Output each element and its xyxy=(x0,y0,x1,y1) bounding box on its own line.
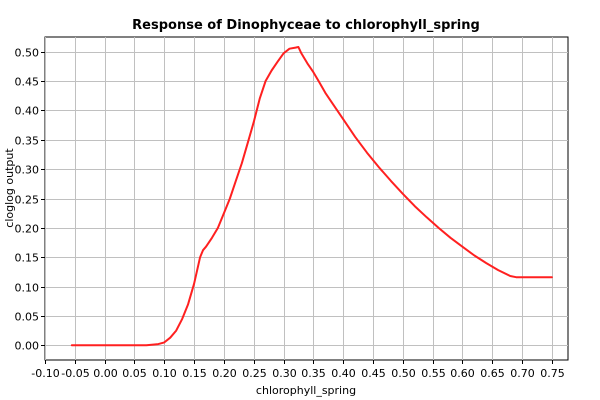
y-axis-label: cloglog output xyxy=(3,148,16,228)
y-tick-label: 0.45 xyxy=(15,76,40,89)
x-tick-label: 0.05 xyxy=(122,367,147,380)
x-tick-label: -0.05 xyxy=(61,367,89,380)
y-tick-label: 0.35 xyxy=(15,135,40,148)
x-tick-label: 0.55 xyxy=(421,367,446,380)
x-tick-label: 0.70 xyxy=(510,367,535,380)
x-tick-label: 0.00 xyxy=(93,367,118,380)
y-tick-label: 0.00 xyxy=(15,340,40,353)
x-tick-label: 0.35 xyxy=(301,367,326,380)
x-tick-label: 0.30 xyxy=(272,367,297,380)
x-tick-label: 0.50 xyxy=(391,367,416,380)
x-tick-label: 0.75 xyxy=(540,367,565,380)
x-tick-label: 0.20 xyxy=(212,367,237,380)
x-tick-label: 0.15 xyxy=(182,367,207,380)
x-tick-label: 0.65 xyxy=(480,367,505,380)
y-tick-label: 0.50 xyxy=(15,47,40,60)
y-tick-label: 0.40 xyxy=(15,105,40,118)
x-tick-label: 0.40 xyxy=(331,367,356,380)
y-tick-label: 0.20 xyxy=(15,223,40,236)
y-tick-label: 0.15 xyxy=(15,252,40,265)
y-tick-label: 0.05 xyxy=(15,311,40,324)
x-tick-label: 0.45 xyxy=(361,367,386,380)
axis-ticks: -0.10 -0.05 0.00 0.05 0.10 0.15 0.20 0.25 0.30 0.… xyxy=(15,47,565,381)
x-tick-label: 0.25 xyxy=(242,367,267,380)
y-tick-label: 0.10 xyxy=(15,282,40,295)
grid xyxy=(45,37,568,360)
chart-title: Response of Dinophyceae to chlorophyll_s… xyxy=(132,18,480,33)
x-tick-label: 0.10 xyxy=(152,367,177,380)
y-tick-label: 0.30 xyxy=(15,164,40,177)
plot-area xyxy=(44,36,569,361)
y-tick-label: 0.25 xyxy=(15,194,40,207)
x-axis-label: chlorophyll_spring xyxy=(256,384,356,397)
series-layer xyxy=(70,46,553,347)
x-tick-label: -0.10 xyxy=(31,367,59,380)
x-tick-label: 0.60 xyxy=(450,367,475,380)
series-line-response xyxy=(70,46,553,347)
